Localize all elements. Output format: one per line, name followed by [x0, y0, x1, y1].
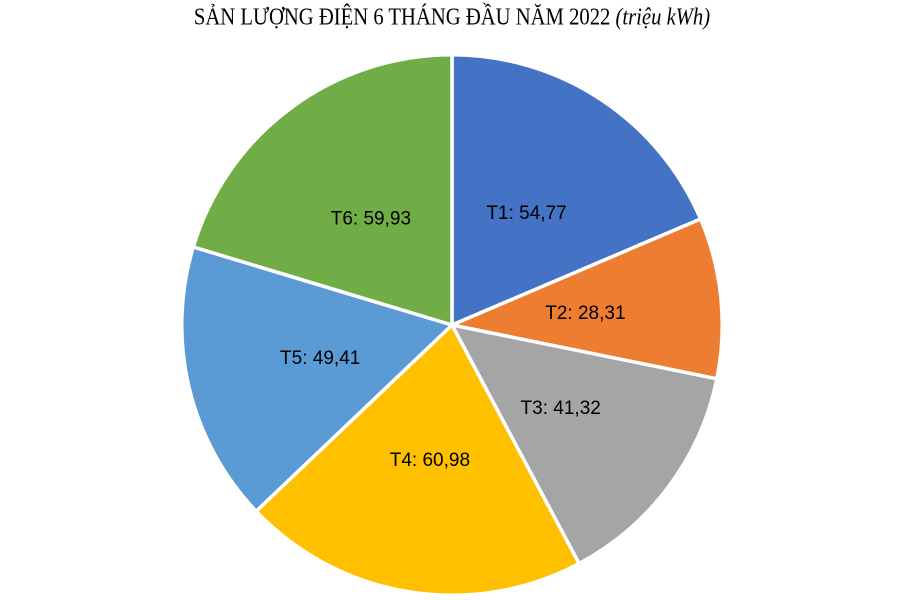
svg-text:T2: 28,31: T2: 28,31 — [545, 303, 625, 324]
svg-text:T6: 59,93: T6: 59,93 — [331, 209, 411, 230]
svg-text:T3: 41,32: T3: 41,32 — [521, 398, 601, 419]
svg-text:SẢN LƯỢNG ĐIỆN 6 THÁNG ĐẦU NĂM: SẢN LƯỢNG ĐIỆN 6 THÁNG ĐẦU NĂM 2022 (tri… — [194, 2, 710, 30]
svg-text:T1: 54,77: T1: 54,77 — [486, 203, 566, 224]
svg-text:T5: 49,41: T5: 49,41 — [280, 348, 360, 369]
svg-text:T4: 60,98: T4: 60,98 — [390, 450, 470, 471]
